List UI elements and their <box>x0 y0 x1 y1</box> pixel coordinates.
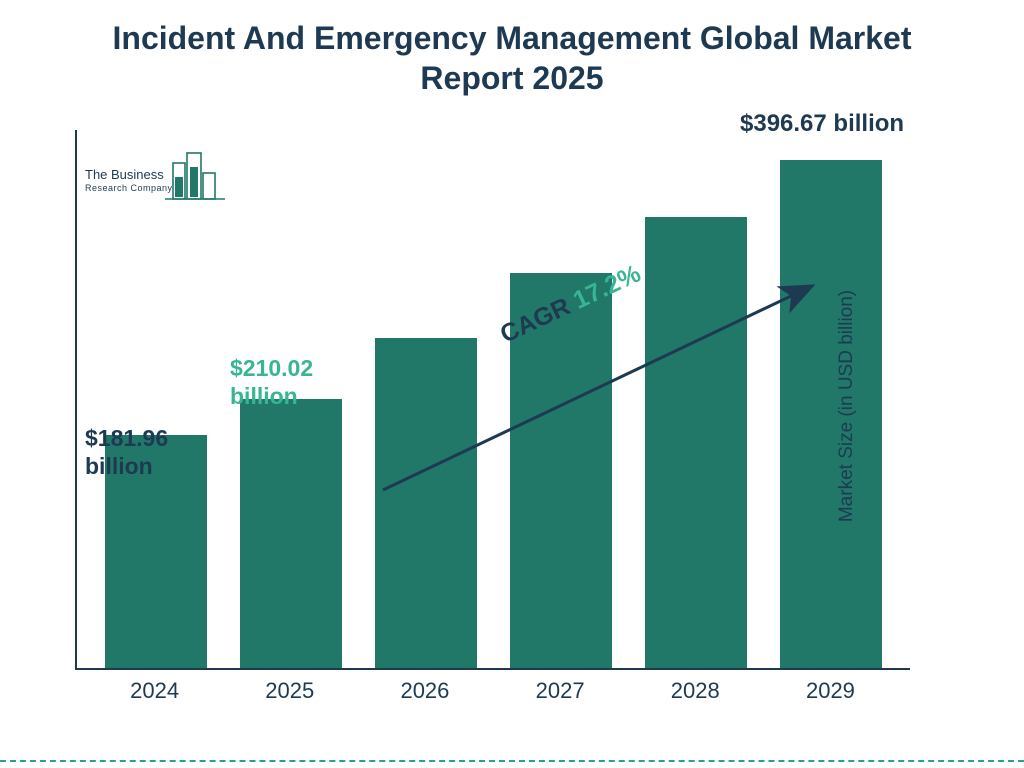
bar <box>780 160 882 668</box>
bottom-divider <box>0 760 1024 762</box>
callout-last-bar: $396.67 billion <box>740 110 904 139</box>
x-tick-label: 2027 <box>493 672 628 704</box>
bars-container <box>77 130 910 668</box>
bar <box>240 399 342 668</box>
x-tick-label: 2025 <box>222 672 357 704</box>
callout-first-unit: billion <box>85 453 168 481</box>
x-tick-label: 2026 <box>357 672 492 704</box>
bar <box>375 338 477 668</box>
x-tick-label: 2028 <box>628 672 763 704</box>
plot-area <box>75 130 910 670</box>
bar-slot <box>628 130 763 668</box>
callout-second-unit: billion <box>230 383 313 411</box>
bar <box>645 217 747 668</box>
y-axis-label: Market Size (in USD billion) <box>836 290 858 522</box>
x-tick-label: 2029 <box>763 672 898 704</box>
callout-first-amount: $181.96 <box>85 425 168 453</box>
bar-slot <box>359 130 494 668</box>
callout-second-bar: $210.02 billion <box>230 355 313 410</box>
x-axis-labels: 202420252026202720282029 <box>75 672 910 704</box>
callout-second-amount: $210.02 <box>230 355 313 383</box>
x-tick-label: 2024 <box>87 672 222 704</box>
bar-slot <box>89 130 224 668</box>
callout-first-bar: $181.96 billion <box>85 425 168 480</box>
page-title: Incident And Emergency Management Global… <box>0 0 1024 98</box>
bar-slot <box>493 130 628 668</box>
bar-slot <box>763 130 898 668</box>
bar-chart: 202420252026202720282029 Market Size (in… <box>75 130 935 705</box>
